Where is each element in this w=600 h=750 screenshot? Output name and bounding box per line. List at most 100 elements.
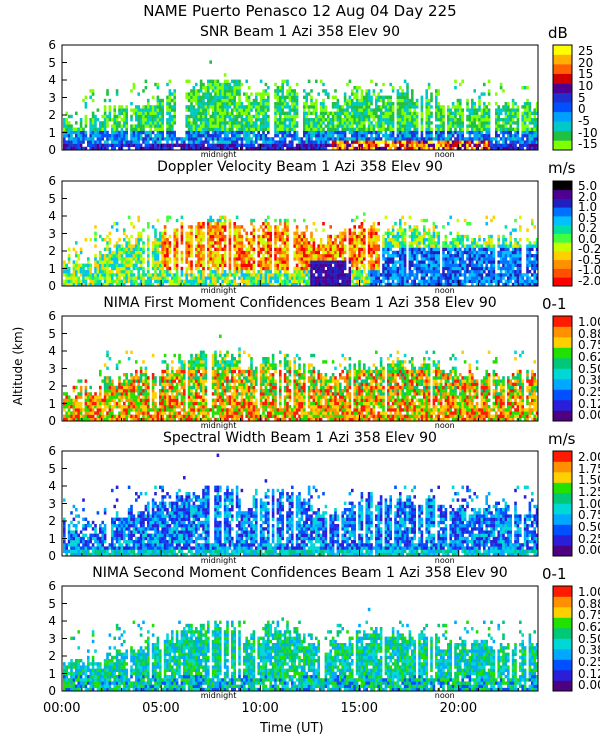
colorbar-label: 0.00 [578,678,600,693]
colorbar-swatch [553,111,572,122]
colorbar-swatch [553,379,572,390]
colorbar-label: 0.00 [578,408,600,423]
noon-marker: noon [434,421,455,430]
colorbar-label: -10 [578,125,598,140]
y-tick-label: 6 [48,38,56,52]
colorbar-label: 0.88 [578,326,600,341]
panel-4-unit: m/s [548,430,576,448]
y-tick-label: 3 [48,496,56,511]
colorbar-label: 10 [578,78,594,93]
y-tick-label: 2 [48,108,56,122]
colorbar-swatch [553,545,572,557]
colorbar-swatch [553,607,572,618]
colorbar-label: 0.25 [578,384,600,399]
colorbar-label: -5 [578,113,590,128]
colorbar-label: 0.38 [578,643,600,658]
colorbar-label: 1.00 [578,584,600,599]
colorbar-swatch [553,638,572,650]
y-tick-label: 5 [48,461,56,476]
y-tick-label: 0 [48,549,56,563]
colorbar-swatch [553,251,572,261]
panel-2-axes [61,180,539,287]
y-tick-label: 3 [48,631,56,646]
y-tick-label: 1 [48,396,56,411]
panel-2-heatmap [63,212,539,287]
y-tick-label: 4 [48,344,56,358]
panel-3-axes [61,315,539,422]
panel-4-title: Spectral Width Beam 1 Azi 358 Elev 90 [163,430,437,446]
colorbar-swatch [553,347,572,359]
colorbar-swatch [553,316,572,327]
midnight-marker: midnight [200,691,237,700]
colorbar-swatch [553,181,572,191]
noon-marker: noon [434,150,455,159]
colorbar-swatch [553,472,572,483]
colorbar-swatch [553,649,572,660]
y-tick-label: 4 [48,209,56,223]
colorbar-swatch [553,524,572,536]
colorbar-frame [552,315,573,422]
y-tick-label: 4 [48,73,56,87]
colorbar-frame [552,585,573,692]
panel-5-title: NIMA Second Moment Confidences Beam 1 Az… [92,565,508,581]
y-tick-label: 2 [48,379,56,393]
midnight-marker: midnight [200,150,237,159]
colorbar-frame [552,180,573,287]
midnight-marker: midnight [200,286,237,295]
panel-1-unit: dB [548,24,568,42]
y-tick-label: 5 [48,596,56,611]
colorbar-label: 0.50 [578,631,600,646]
colorbar-swatch [553,216,572,226]
colorbar-swatch [553,358,572,369]
y-tick-label: 0 [48,143,56,157]
colorbar-swatch [553,337,572,348]
colorbar-label: 0 [578,102,586,117]
colorbar-label: 1.50 [578,473,600,488]
y-tick-label: 5 [48,55,56,70]
y-tick-label: 3 [48,90,56,105]
colorbar-swatch [553,121,572,132]
y-tick-label: 5 [48,191,56,206]
y-tick-label: 0 [48,414,56,428]
y-tick-label: 6 [48,174,56,188]
panel-1-title: SNR Beam 1 Azi 358 Elev 90 [199,24,401,40]
colorbar-label: 0.62 [578,349,600,364]
x-tick-label: 15:00 [340,701,378,716]
colorbar-swatch [553,628,572,639]
y-tick-label: 3 [48,226,56,241]
colorbar-swatch [553,680,572,692]
x-tick-label: 05:00 [142,701,180,716]
colorbar-swatch [553,73,572,84]
y-tick-label: 1 [48,666,56,681]
colorbar-swatch [553,617,572,629]
colorbar-label: 1.75 [578,461,600,476]
colorbar-label: 5.0 [578,179,598,194]
y-tick-label: 1 [48,531,56,546]
y-tick-label: 6 [48,444,56,458]
panel-5-axes [61,585,539,692]
colorbar-label: 1.25 [578,484,600,499]
colorbar-swatch [553,400,572,411]
colorbar-swatch [553,224,572,234]
colorbar-label: 5 [578,90,586,105]
colorbar-swatch [553,670,572,681]
y-tick-label: 4 [48,614,56,628]
colorbar-swatch [553,410,572,422]
colorbar-swatch [553,233,572,243]
colorbar-label: 0.75 [578,608,600,623]
colorbar-label: 15 [578,67,594,82]
panel-3-unit: 0-1 [542,295,567,313]
noon-marker: noon [434,286,455,295]
colorbar-swatch [553,54,572,65]
colorbar-swatch [553,140,572,151]
colorbar-label: 0.50 [578,361,600,376]
y-axis-label: Altitude (km) [11,326,25,406]
colorbar-swatch [553,64,572,74]
y-tick-label: 1 [48,261,56,276]
panel-2-title: Doppler Velocity Beam 1 Azi 358 Elev 90 [157,159,443,175]
y-tick-label: 3 [48,361,56,376]
colorbar-swatch [553,482,572,494]
